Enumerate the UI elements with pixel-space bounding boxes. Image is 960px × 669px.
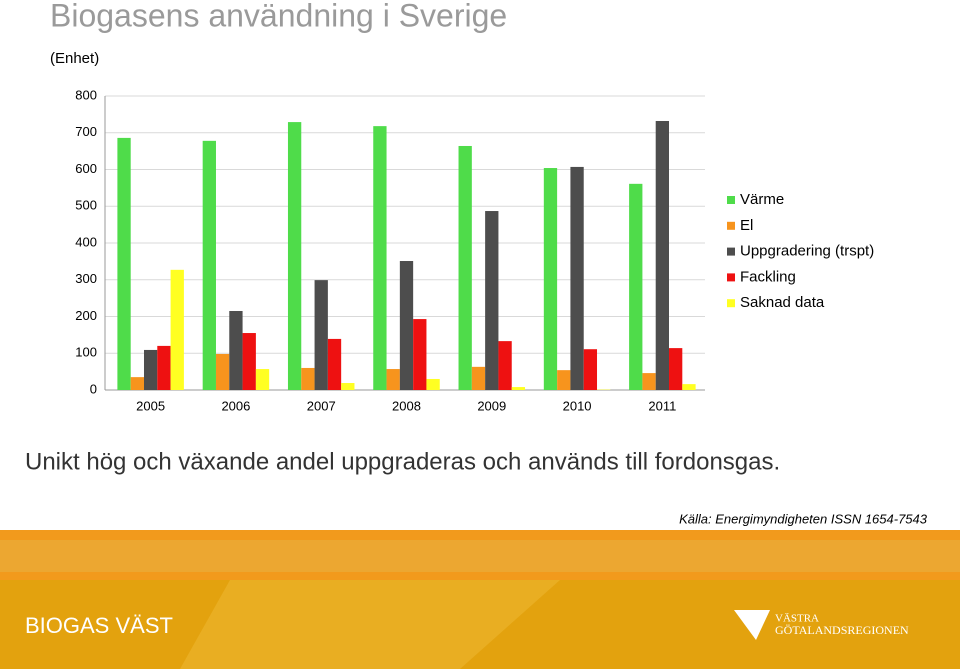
footer-shape [180,580,560,669]
legend-label: Fackling [740,268,796,285]
bar [557,370,571,390]
y-tick-label: 400 [75,234,97,249]
y-tick-label: 800 [75,87,97,102]
bar [157,345,171,390]
bar [130,377,144,390]
legend-label: Saknad data [740,294,825,311]
bar [413,319,427,390]
bar [301,367,315,390]
y-tick-label: 700 [75,124,97,139]
bar [426,378,440,390]
y-tick-label: 300 [75,271,97,286]
caption: Unikt hög och växande andel uppgraderas … [25,448,780,475]
bar [202,140,216,390]
bar [458,145,472,390]
legend-swatch [727,273,735,282]
bar [215,353,230,390]
bar [511,387,526,390]
legend-swatch [727,247,735,256]
y-tick-label: 200 [75,308,97,323]
bar [655,120,670,391]
x-tick-label: 2008 [392,398,421,413]
bar [386,369,400,390]
y-tick-label: 600 [75,161,97,176]
bar [373,126,387,390]
y-tick-label: 500 [75,198,97,213]
bar [583,349,598,390]
chart-title: Biogasens användning i Sverige [50,0,507,33]
x-tick-label: 2010 [563,398,592,413]
bar [242,333,256,390]
x-tick-label: 2006 [221,398,250,413]
bar [255,369,270,390]
legend-label: Värme [740,191,784,208]
bar [543,168,558,390]
legend-swatch [727,196,735,204]
footer-brand: BIOGAS VÄST [25,613,173,638]
bar [498,341,512,390]
y-tick-label: 0 [90,381,97,396]
bar [485,211,499,390]
x-tick-label: 2007 [307,398,336,413]
legend-label: Uppgradering (trspt) [740,243,874,260]
bar [170,269,184,390]
logo-text: VÄSTRA [775,613,819,625]
bar [682,384,696,390]
bar [629,183,643,390]
legend-label: El [740,217,753,234]
y-unit-label: (Enhet) [50,50,99,67]
bar [143,349,158,390]
bar [642,373,656,390]
source: Källa: Energimyndigheten ISSN 1654-7543 [679,511,928,526]
banner-pattern [0,540,960,572]
bar [399,261,414,390]
legend-swatch [727,299,735,308]
bar [471,366,486,390]
legend-swatch [727,221,735,230]
bar [117,137,131,390]
x-tick-label: 2005 [136,398,165,413]
bar [341,383,355,390]
logo-mark [734,610,770,640]
y-tick-label: 100 [75,345,97,360]
x-tick-label: 2011 [648,398,676,413]
bar [229,310,243,390]
logo-text: GÖTALANDSREGIONEN [775,623,909,637]
bar [570,166,584,390]
x-tick-label: 2009 [477,398,506,413]
bar [669,348,683,390]
bar [327,338,342,390]
bar [287,122,302,390]
bar [314,280,328,390]
